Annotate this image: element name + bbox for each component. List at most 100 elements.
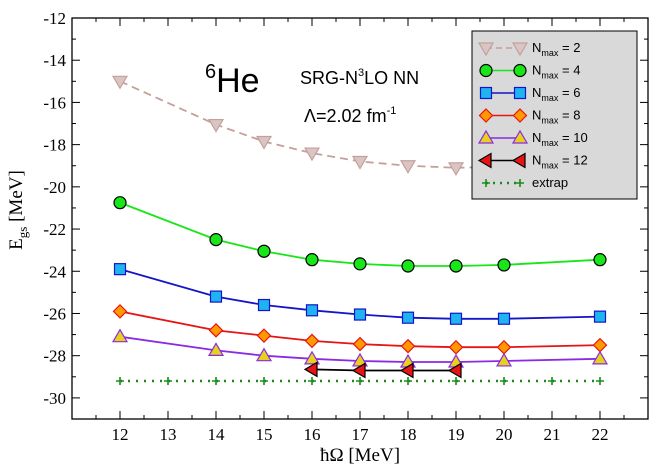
data-point [448, 339, 464, 355]
data-point [482, 179, 490, 187]
data-point [111, 328, 129, 343]
data-point [209, 290, 223, 303]
x-tick-label: 17 [352, 425, 370, 444]
interaction-label: SRG-N3LO NN [300, 67, 419, 88]
data-point [479, 63, 493, 78]
data-point [404, 377, 412, 386]
data-point [112, 304, 128, 319]
legend-label: Nmax = 6 [532, 85, 580, 103]
data-point [351, 362, 366, 379]
data-point [111, 75, 129, 90]
series-line [119, 201, 601, 267]
data-point [593, 253, 607, 267]
data-point [400, 338, 416, 354]
y-tick-label: -14 [43, 51, 66, 70]
data-point [477, 42, 495, 57]
data-point [401, 311, 415, 324]
x-tick-label: 15 [256, 425, 273, 444]
data-point [477, 152, 492, 169]
legend-entry: Nmax = 6 [479, 85, 580, 103]
data-point [212, 377, 220, 386]
data-point [511, 129, 529, 144]
data-point [496, 339, 512, 355]
data-point [113, 263, 127, 276]
data-point [308, 377, 316, 386]
legend: Nmax = 2 Nmax = 4 Nmax = 6 Nmax = 8 Nmax = 1… [471, 30, 638, 200]
data-point [116, 377, 124, 386]
data-point [548, 377, 556, 386]
data-point [257, 244, 271, 258]
legend-label: Nmax = 8 [532, 108, 580, 126]
data-point [447, 362, 462, 379]
x-tick-label: 21 [544, 425, 561, 444]
data-point [452, 377, 460, 386]
data-point [256, 328, 272, 343]
series-nmax=12 [303, 361, 462, 379]
data-point [303, 147, 321, 162]
series-nmax=4 [113, 196, 607, 273]
legend-entry: Nmax = 10 [477, 129, 588, 148]
data-point [351, 155, 369, 170]
data-point [449, 312, 463, 325]
data-point [113, 196, 127, 210]
data-point [356, 377, 364, 386]
data-point [478, 108, 494, 123]
series-extrap [116, 377, 604, 386]
x-tick-label: 20 [496, 425, 513, 444]
data-point [497, 312, 511, 325]
data-point [513, 86, 527, 100]
series-nmax=6 [113, 263, 607, 325]
data-point [592, 337, 608, 353]
y-axis-title: Egs [MeV] [6, 170, 30, 250]
legend-label: Nmax = 10 [532, 130, 588, 148]
legend-entry: Nmax = 12 [477, 152, 588, 171]
data-point [512, 108, 528, 123]
data-point [207, 118, 225, 133]
y-tick-label: -18 [43, 136, 66, 155]
lambda-label: Λ=2.02 fm-1 [304, 105, 396, 126]
data-point [516, 179, 524, 187]
series-nmax=8 [112, 304, 608, 355]
data-point [511, 152, 526, 169]
data-point [303, 361, 318, 378]
data-point [399, 362, 414, 379]
y-tick-label: -24 [43, 262, 66, 281]
data-point [353, 257, 367, 271]
y-tick-label: -26 [43, 304, 66, 323]
nucleus-label: 6He [205, 61, 260, 100]
data-point [479, 86, 493, 100]
data-point [513, 63, 527, 78]
data-point [209, 233, 223, 247]
legend-label: Nmax = 2 [532, 40, 580, 58]
data-point [596, 377, 604, 386]
legend-entry: Nmax = 2 [477, 40, 580, 58]
data-point [305, 253, 319, 267]
data-point [255, 135, 273, 150]
x-tick-label: 13 [160, 425, 177, 444]
data-point [304, 333, 320, 349]
y-tick-label: -20 [43, 178, 66, 197]
y-tick-label: -12 [43, 9, 66, 28]
x-tick-label: 19 [448, 425, 465, 444]
data-point [500, 377, 508, 386]
x-tick-label: 14 [208, 425, 226, 444]
data-point [303, 350, 321, 365]
data-point [255, 347, 273, 362]
data-point [401, 259, 415, 273]
y-tick-label: -16 [43, 93, 66, 112]
data-point [257, 298, 271, 312]
data-point [164, 377, 172, 386]
data-point [497, 258, 511, 272]
axis-ticks: 12 13 14 15 16 17 18 19 20 21 22 -30 -28 -26 -24 -22 -20… [43, 9, 648, 444]
y-tick-label: -30 [43, 389, 66, 408]
legend-entry: Nmax = 8 [478, 108, 580, 126]
data-point [260, 377, 268, 386]
y-tick-label: -28 [43, 347, 66, 366]
legend-entry: extrap [482, 175, 568, 190]
legend-label: extrap [532, 175, 568, 190]
data-point [495, 352, 513, 367]
x-axis-title: ħΩ [MeV] [320, 445, 400, 466]
data-point [208, 323, 224, 338]
data-point [353, 308, 367, 321]
